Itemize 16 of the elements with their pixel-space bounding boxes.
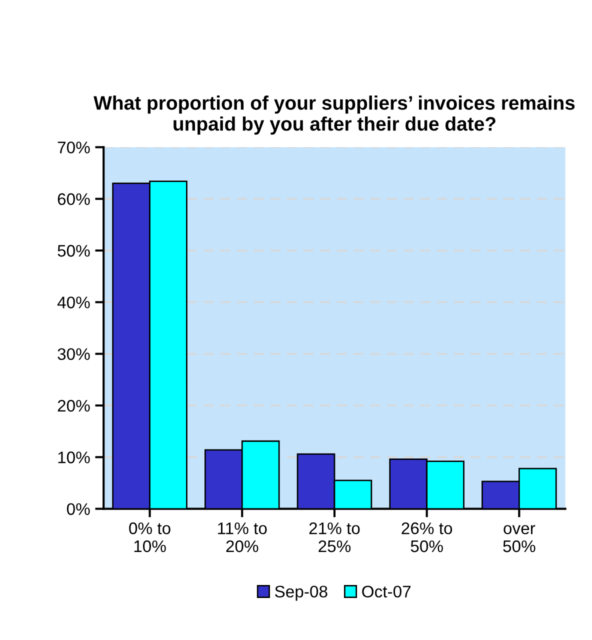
y-tick-label: 0% [66, 503, 90, 516]
y-tick-label: 30% [58, 348, 90, 360]
y-tick-label: 40% [57, 296, 90, 308]
y-tick-label: 60% [58, 193, 90, 206]
y-tick-label: 70% [58, 142, 90, 154]
x-tick-label: 11% to 20% [218, 522, 267, 552]
x-tick-label: 26% to 50% [402, 522, 452, 552]
x-tick-label: over 50% [503, 525, 536, 552]
chart-title: What proportion of your suppliers’ invoices remains unpaid by you after their due date? [94, 96, 575, 135]
y-tick-label: 50% [58, 244, 90, 257]
y-tick-label: 20% [58, 400, 90, 412]
x-tick-label: 21% to 25% [309, 522, 360, 552]
x-tick-label: 0% to 10% [129, 522, 170, 552]
legend-label: Sep-08 [275, 586, 328, 601]
y-tick-label: 10% [58, 452, 90, 464]
legend-label: Oct-07 [362, 586, 411, 598]
